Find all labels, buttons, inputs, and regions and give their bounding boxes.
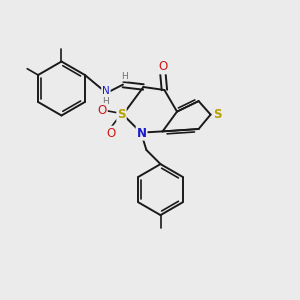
Text: H: H [121,72,128,81]
Text: O: O [98,104,106,117]
Text: S: S [117,108,126,121]
Text: H: H [103,97,109,106]
Text: O: O [106,127,116,140]
Text: S: S [213,108,221,121]
Text: N: N [136,127,147,140]
Text: O: O [158,60,167,74]
Text: N: N [102,86,110,97]
